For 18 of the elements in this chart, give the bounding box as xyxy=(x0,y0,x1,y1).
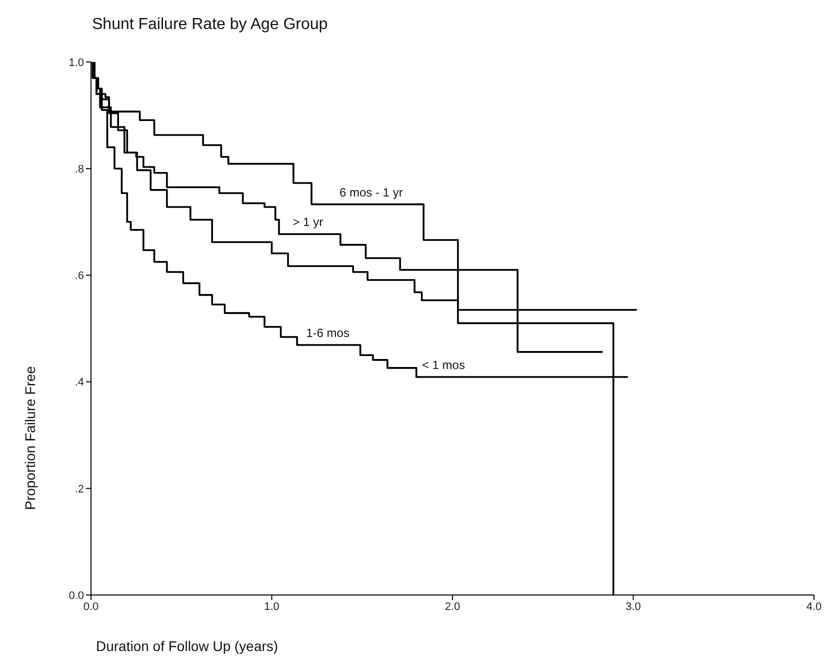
annotation: < 1 mos xyxy=(422,358,465,372)
y-tick-label: .8 xyxy=(74,164,84,176)
x-axis-title: Duration of Follow Up (years) xyxy=(96,638,278,654)
y-tick-label: .4 xyxy=(74,376,84,389)
y-tick-label: .6 xyxy=(74,270,84,282)
x-tick-label: 1.0 xyxy=(264,600,280,613)
y-tick-label: .2 xyxy=(74,483,84,496)
annotation: > 1 yr xyxy=(292,215,324,230)
x-tick-label: 4.0 xyxy=(806,600,822,613)
annotation: 1-6 mos xyxy=(306,326,350,340)
y-tick-label: 0.0 xyxy=(68,590,84,602)
annotation: 6 mos - 1 yr xyxy=(339,185,403,200)
y-tick-label: 1.0 xyxy=(68,56,84,69)
x-tick-label: 3.0 xyxy=(626,600,641,613)
x-tick-label: 0.0 xyxy=(83,600,99,613)
x-tick-label: 2.0 xyxy=(444,600,460,613)
y-axis-title: Proportion Failure Free xyxy=(22,366,38,510)
chart-title: Shunt Failure Rate by Age Group xyxy=(92,16,328,34)
